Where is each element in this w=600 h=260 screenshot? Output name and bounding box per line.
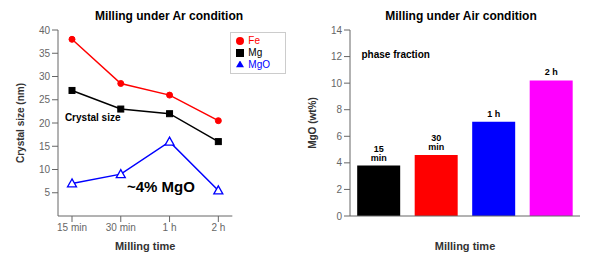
svg-text:10: 10: [39, 164, 51, 175]
html-text:MgO: MgO: [248, 59, 270, 70]
svg-text:25: 25: [39, 94, 51, 105]
svg-text:MgO (wt%): MgO (wt%): [307, 97, 318, 149]
svg-text:2 h: 2 h: [545, 67, 558, 77]
svg-text:1 h: 1 h: [487, 109, 500, 119]
svg-text:15: 15: [39, 141, 51, 152]
svg-text:Milling time: Milling time: [435, 240, 496, 252]
svg-text:30 min: 30 min: [106, 222, 136, 233]
svg-text:5: 5: [44, 187, 50, 198]
html-text:phase fraction: phase fraction: [361, 48, 430, 60]
svg-text:12: 12: [331, 51, 343, 62]
svg-text:30min: 30min: [428, 133, 444, 152]
html-text:Crystal size: Crystal size: [64, 112, 121, 123]
svg-text:10: 10: [331, 78, 343, 89]
svg-text:15 min: 15 min: [57, 222, 87, 233]
svg-text:0: 0: [336, 211, 342, 222]
svg-text:1 h: 1 h: [163, 222, 177, 233]
html-text:Fe: Fe: [248, 35, 260, 46]
html-text:Milling under Air condition: Milling under Air condition: [385, 9, 537, 23]
svg-text:2: 2: [336, 184, 342, 195]
html-text:Mg: Mg: [248, 47, 263, 58]
svg-text:40: 40: [39, 25, 51, 36]
svg-text:35: 35: [39, 48, 51, 59]
svg-text:2 h: 2 h: [211, 222, 225, 233]
html-text:Milling under Ar condition: Milling under Ar condition: [94, 9, 244, 23]
svg-text:Crystal size (nm): Crystal size (nm): [15, 83, 26, 163]
svg-text:4: 4: [336, 157, 342, 168]
html-text:~4% MgO: ~4% MgO: [127, 177, 195, 195]
svg-text:Milling time: Milling time: [115, 240, 176, 252]
svg-text:6: 6: [336, 131, 342, 142]
svg-text:15min: 15min: [371, 144, 387, 163]
svg-text:14: 14: [331, 25, 343, 36]
svg-text:30: 30: [39, 71, 51, 82]
svg-text:8: 8: [336, 104, 342, 115]
svg-text:20: 20: [39, 118, 51, 129]
